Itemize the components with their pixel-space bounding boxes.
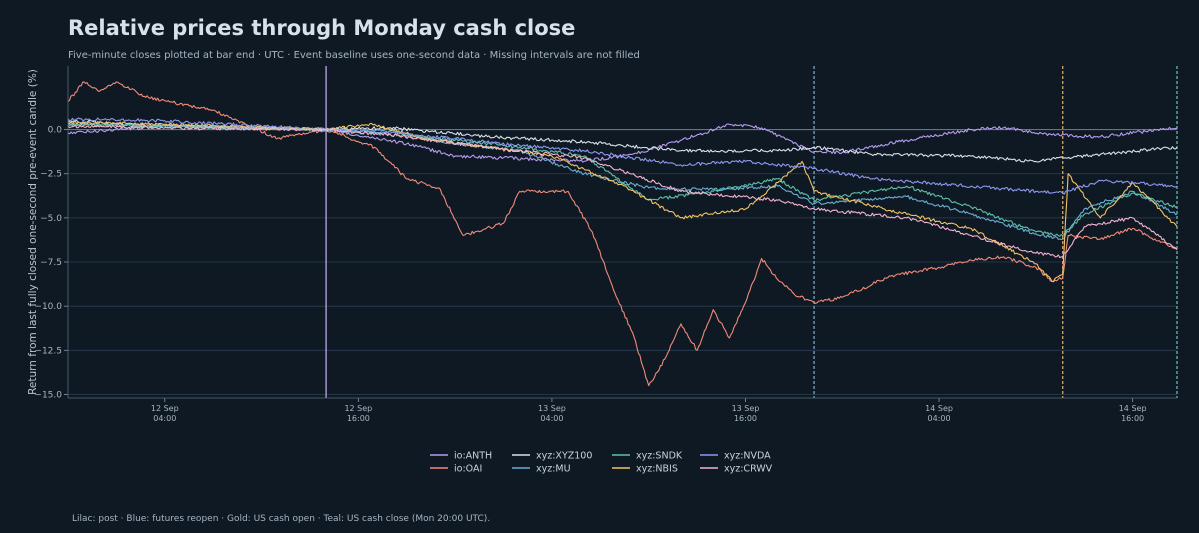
series-line-xyz-crwv — [67, 124, 1178, 259]
axes-layer: 0.0−2.5−5.0−7.5−10.0−12.5−15.012 Sep04:0… — [27, 66, 1177, 423]
x-tick-label: 12 Sep — [344, 404, 372, 413]
series-line-xyz-sndk — [67, 122, 1177, 237]
series-line-xyz-nvda — [67, 117, 1178, 195]
x-tick-label: 04:00 — [153, 414, 176, 423]
legend-label: io:ANTH — [454, 451, 492, 462]
legend-label: io:OAI — [454, 464, 482, 475]
x-tick-label: 16:00 — [1121, 414, 1144, 423]
y-tick-label: −10.0 — [34, 302, 62, 312]
legend-label: xyz:CRWV — [724, 464, 773, 475]
x-tick-label: 16:00 — [347, 414, 370, 423]
x-tick-label: 13 Sep — [538, 404, 566, 413]
x-tick-label: 13 Sep — [732, 404, 760, 413]
y-tick-label: −7.5 — [40, 258, 62, 268]
x-tick-label: 14 Sep — [925, 404, 953, 413]
legend-label: xyz:SNDK — [636, 451, 683, 462]
legend-label: xyz:NVDA — [724, 451, 771, 462]
x-tick-label: 14 Sep — [1119, 404, 1147, 413]
y-axis-label: Return from last fully closed one-second… — [27, 69, 39, 395]
x-tick-label: 12 Sep — [151, 404, 179, 413]
y-tick-label: −2.5 — [40, 170, 62, 180]
series-layer — [67, 81, 1178, 387]
chart-subtitle: Five-minute closes plotted at bar end · … — [68, 50, 640, 61]
event-lines — [325, 66, 1178, 398]
chart-footnote: Lilac: post · Blue: futures reopen · Gol… — [72, 514, 491, 524]
x-tick-label: 04:00 — [540, 414, 563, 423]
y-tick-label: 0.0 — [48, 126, 63, 136]
chart-title: Relative prices through Monday cash clos… — [68, 16, 576, 40]
y-tick-label: −5.0 — [40, 214, 62, 224]
legend-label: xyz:NBIS — [636, 464, 678, 475]
x-tick-label: 04:00 — [928, 414, 951, 423]
legend-label: xyz:MU — [536, 464, 571, 475]
y-tick-label: −15.0 — [34, 390, 62, 400]
x-tick-label: 16:00 — [734, 414, 757, 423]
legend-label: xyz:XYZ100 — [536, 451, 592, 462]
legend: io:ANTH io:OAI xyz:XYZ100 xyz:MU xyz:SNDK xyz… — [430, 451, 773, 475]
y-tick-label: −12.5 — [34, 346, 62, 356]
grid-layer — [68, 128, 1177, 395]
series-line-xyz-mu — [67, 122, 1178, 241]
